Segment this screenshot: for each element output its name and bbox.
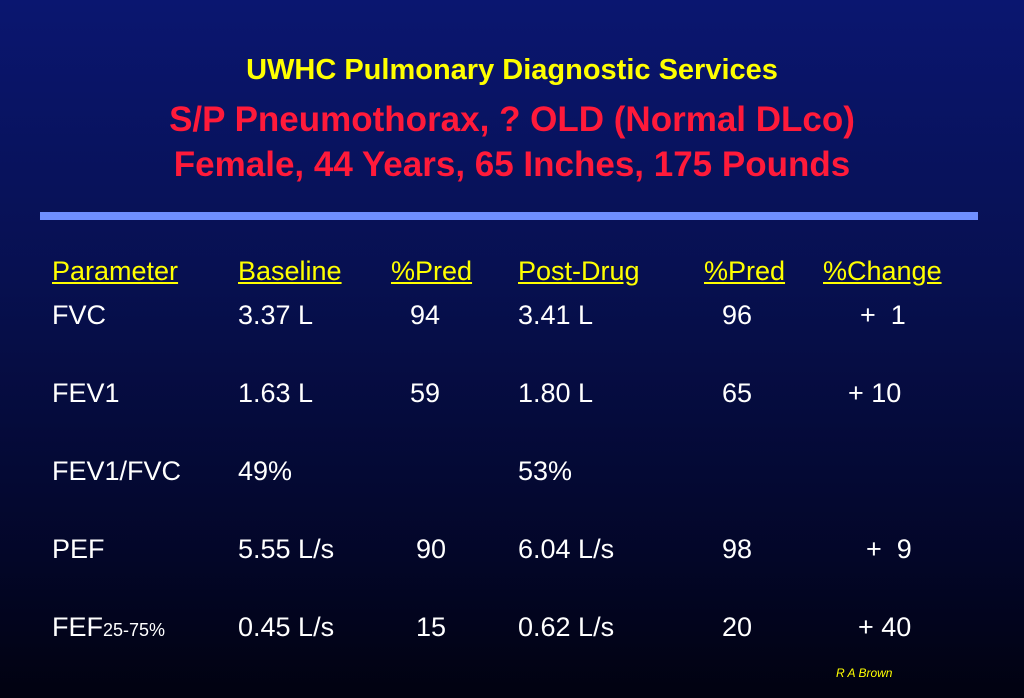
row-fev1fvc-baseline: 49%	[238, 456, 293, 486]
row-fvc-param: FVC	[52, 300, 106, 330]
header-parameter: Parameter	[52, 256, 179, 286]
row-fev1-post: 1.80 L	[518, 378, 594, 408]
row-fev1-pred1: 59	[410, 378, 441, 408]
row-fef-pred2: 20	[722, 612, 753, 642]
row-fef-baseline: 0.45 L/s	[238, 612, 335, 642]
header-pred-post: %Pred	[704, 256, 786, 286]
header-post-drug: Post-Drug	[518, 256, 640, 286]
row-pef-change: + 9	[866, 534, 912, 564]
row-fvc-post: 3.41 L	[518, 300, 594, 330]
row-fev1-change: + 10	[848, 378, 902, 408]
row-fef-change: + 40	[858, 612, 912, 642]
row-fev1-pred2: 65	[722, 378, 753, 408]
header-pred-baseline: %Pred	[391, 256, 473, 286]
row-fef-param-subscript: 25-75%	[103, 620, 166, 640]
row-pef-pred1: 90	[416, 534, 447, 564]
header-change: %Change	[823, 256, 942, 286]
title-line-1: UWHC Pulmonary Diagnostic Services	[246, 54, 778, 86]
row-fvc-change: + 1	[860, 300, 906, 330]
row-pef-post: 6.04 L/s	[518, 534, 615, 564]
row-pef-pred2: 98	[722, 534, 753, 564]
row-fvc-pred2: 96	[722, 300, 753, 330]
row-fef-param: FEF25-75%	[52, 612, 165, 643]
row-fev1fvc-param: FEV1/FVC	[52, 456, 182, 486]
title-line-2: S/P Pneumothorax, ? OLD (Normal DLco)	[169, 100, 855, 139]
row-fvc-baseline: 3.37 L	[238, 300, 314, 330]
row-pef-baseline: 5.55 L/s	[238, 534, 335, 564]
row-fev1-baseline: 1.63 L	[238, 378, 314, 408]
row-fvc-pred1: 94	[410, 300, 441, 330]
row-fev1fvc-post: 53%	[518, 456, 573, 486]
author-credit: R A Brown	[836, 666, 893, 680]
row-fef-post: 0.62 L/s	[518, 612, 615, 642]
row-fev1-param: FEV1	[52, 378, 120, 408]
header-baseline: Baseline	[238, 256, 342, 286]
row-fef-param-main: FEF	[52, 612, 103, 642]
title-divider	[40, 212, 978, 220]
row-pef-param: PEF	[52, 534, 105, 564]
row-fef-pred1: 15	[416, 612, 447, 642]
title-line-3: Female, 44 Years, 65 Inches, 175 Pounds	[173, 145, 851, 184]
